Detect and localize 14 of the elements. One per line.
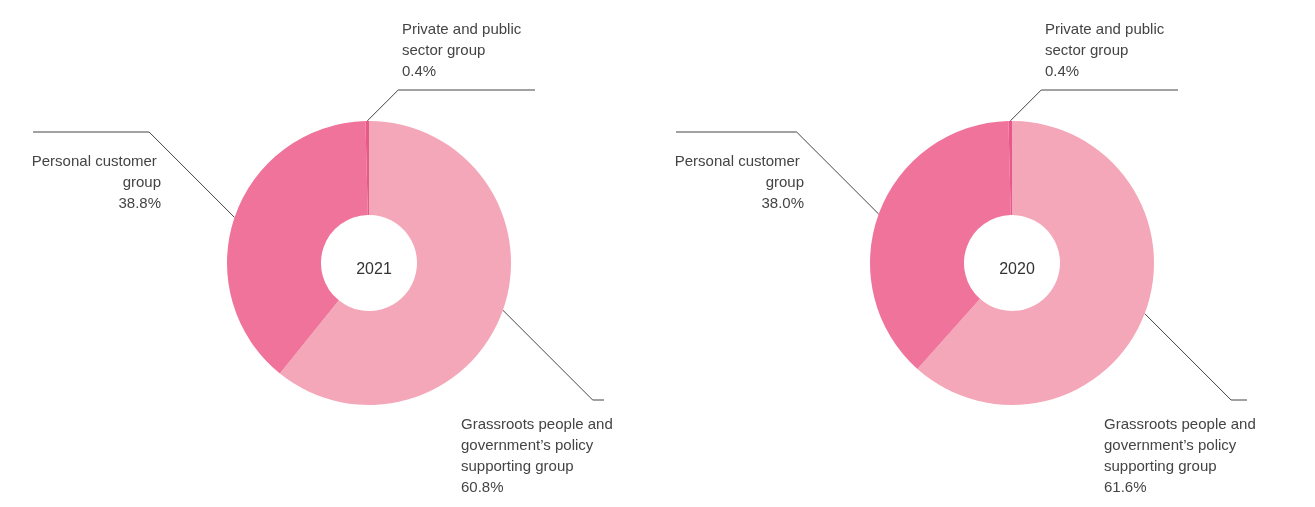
slice-label: Grassroots people and government’s policy supporting group [461,415,617,474]
data-label: 61.6% [1104,478,1147,495]
slice-label: Grassroots people and government’s policy supporting group [1104,415,1260,474]
data-label: 0.4% [1045,62,1080,79]
data-label: 38.8% [118,194,161,211]
slice-label: Personal customer group [674,152,804,190]
text: 2020 [999,259,1035,277]
slice-label: Personal customer group [31,152,161,190]
data-label: 60.8% [461,478,504,495]
text: 2021 [356,259,392,277]
data-label: 0.4% [402,62,437,79]
data-label: 38.0% [761,194,804,211]
slice-label: Private and public sector group [1045,20,1169,58]
slice-label: Private and public sector group [402,20,526,58]
